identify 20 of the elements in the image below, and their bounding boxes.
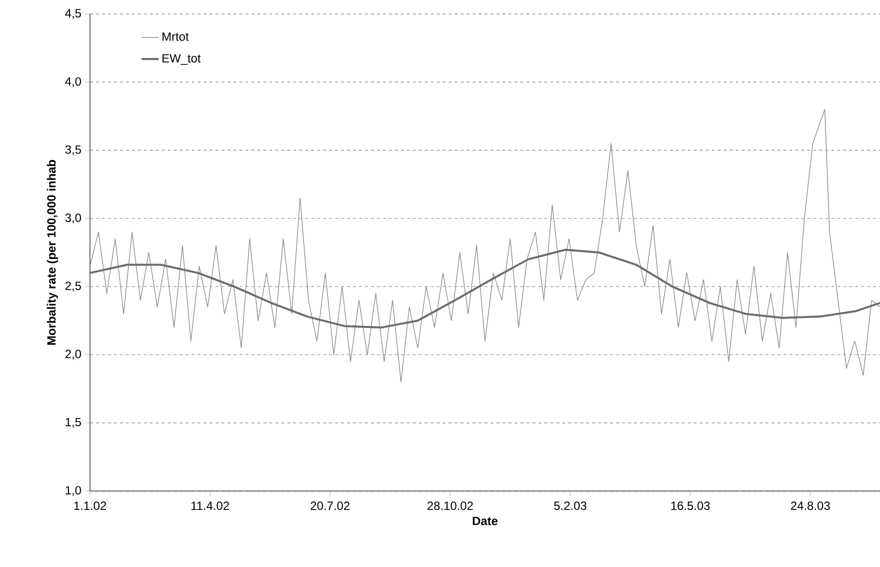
y-tick-label: 2,0 bbox=[65, 350, 82, 360]
x-tick-label: 1.1.02 bbox=[74, 502, 106, 510]
x-tick-label: 11.4.02 bbox=[191, 502, 229, 510]
x-tick-label: 28.10.02 bbox=[428, 502, 473, 510]
legend-label: Mrtot bbox=[162, 32, 189, 41]
x-tick-label: 16.5.03 bbox=[671, 502, 710, 510]
y-tick-label: 1,0 bbox=[66, 486, 82, 496]
y-tick-label: 2,5 bbox=[65, 282, 81, 292]
y-tick-label: 4,0 bbox=[65, 77, 82, 88]
line-series bbox=[89, 248, 880, 328]
y-tick-label: 4,5 bbox=[65, 9, 81, 19]
x-tick-label: 24.8.03 bbox=[791, 502, 830, 510]
legend-label: EW_tot bbox=[162, 54, 201, 65]
x-tick-label: 5.2.03 bbox=[554, 502, 586, 510]
y-tick-label: 3,0 bbox=[65, 213, 82, 224]
y-tick-label: 3,5 bbox=[65, 145, 81, 156]
y-axis-title: Morbality rate (per 100,000 inhab bbox=[46, 160, 58, 345]
x-tick-label: 20.7.02 bbox=[310, 502, 350, 510]
y-tick-label: 1,5 bbox=[66, 418, 81, 428]
x-axis-title: Date bbox=[472, 516, 498, 526]
